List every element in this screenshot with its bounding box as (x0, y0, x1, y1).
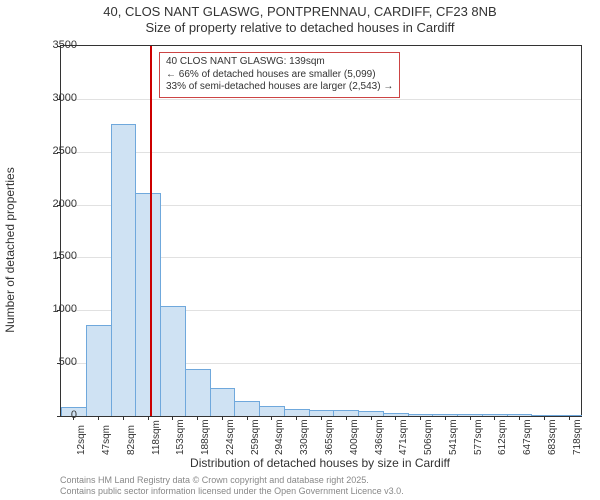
y-tick-label: 3000 (37, 92, 77, 104)
plot-area: 40 CLOS NANT GLASWG: 139sqm ← 66% of det… (60, 45, 582, 417)
y-tick-label: 2500 (37, 145, 77, 157)
histogram-bar (111, 124, 137, 416)
x-tick-mark (222, 416, 223, 420)
histogram-bar (284, 409, 310, 416)
histogram-bar (160, 306, 186, 416)
x-tick-mark (247, 416, 248, 420)
y-tick-label: 0 (37, 409, 77, 421)
y-tick-label: 500 (37, 356, 77, 368)
x-tick-mark (321, 416, 322, 420)
copyright-text: Contains HM Land Registry data © Crown c… (60, 475, 404, 498)
x-tick-mark (371, 416, 372, 420)
x-axis-label: Distribution of detached houses by size … (60, 456, 580, 470)
x-tick-label: 683sqm (547, 419, 558, 455)
x-tick-mark (197, 416, 198, 420)
chart-title-line1: 40, CLOS NANT GLASWG, PONTPRENNAU, CARDI… (0, 4, 600, 19)
x-tick-mark (494, 416, 495, 420)
histogram-bar (210, 388, 236, 416)
x-tick-label: 506sqm (423, 419, 434, 455)
gridline (61, 99, 581, 100)
x-tick-label: 188sqm (200, 419, 211, 455)
y-tick-label: 3500 (37, 39, 77, 51)
x-tick-mark (172, 416, 173, 420)
x-tick-label: 577sqm (473, 419, 484, 455)
x-tick-mark (271, 416, 272, 420)
histogram-bar (86, 325, 112, 416)
x-tick-label: 718sqm (572, 419, 583, 455)
copyright-line1: Contains HM Land Registry data © Crown c… (60, 475, 404, 486)
x-tick-label: 118sqm (151, 420, 162, 455)
y-tick-label: 1000 (37, 303, 77, 315)
x-tick-mark (296, 416, 297, 420)
x-tick-label: 294sqm (274, 419, 285, 455)
x-tick-label: 259sqm (250, 419, 261, 455)
x-tick-label: 330sqm (299, 419, 310, 455)
x-tick-mark (148, 416, 149, 420)
x-tick-mark (123, 416, 124, 420)
histogram-bar (135, 193, 161, 416)
y-tick-label: 1500 (37, 250, 77, 262)
y-axis-label: Number of detached properties (3, 167, 17, 332)
x-tick-label: 365sqm (324, 419, 335, 455)
y-tick-label: 2000 (37, 198, 77, 210)
x-tick-label: 12sqm (76, 425, 87, 455)
x-tick-label: 153sqm (175, 419, 186, 455)
x-tick-label: 82sqm (126, 425, 137, 455)
histogram-bar (259, 406, 285, 417)
x-tick-mark (544, 416, 545, 420)
x-tick-mark (569, 416, 570, 420)
x-tick-mark (445, 416, 446, 420)
annotation-line1: 40 CLOS NANT GLASWG: 139sqm (166, 56, 393, 69)
reference-line (150, 46, 152, 416)
annotation-line3: 33% of semi-detached houses are larger (… (166, 81, 393, 94)
histogram-bar (234, 401, 260, 416)
x-tick-label: 47sqm (101, 425, 112, 455)
x-tick-mark (420, 416, 421, 420)
chart-title-line2: Size of property relative to detached ho… (0, 20, 600, 35)
x-tick-mark (519, 416, 520, 420)
annotation-line2: ← 66% of detached houses are smaller (5,… (166, 69, 393, 82)
copyright-line2: Contains public sector information licen… (60, 486, 404, 497)
x-tick-label: 471sqm (398, 419, 409, 455)
x-tick-label: 224sqm (225, 419, 236, 455)
x-tick-mark (98, 416, 99, 420)
histogram-bar (185, 369, 211, 417)
x-tick-mark (346, 416, 347, 420)
chart-container: 40, CLOS NANT GLASWG, PONTPRENNAU, CARDI… (0, 0, 600, 500)
x-tick-mark (470, 416, 471, 420)
x-tick-label: 541sqm (448, 419, 459, 455)
x-tick-label: 400sqm (349, 419, 360, 455)
annotation-box: 40 CLOS NANT GLASWG: 139sqm ← 66% of det… (159, 52, 400, 98)
x-tick-label: 612sqm (497, 419, 508, 455)
x-tick-mark (395, 416, 396, 420)
x-tick-label: 647sqm (522, 419, 533, 455)
x-tick-label: 436sqm (374, 419, 385, 455)
gridline (61, 152, 581, 153)
